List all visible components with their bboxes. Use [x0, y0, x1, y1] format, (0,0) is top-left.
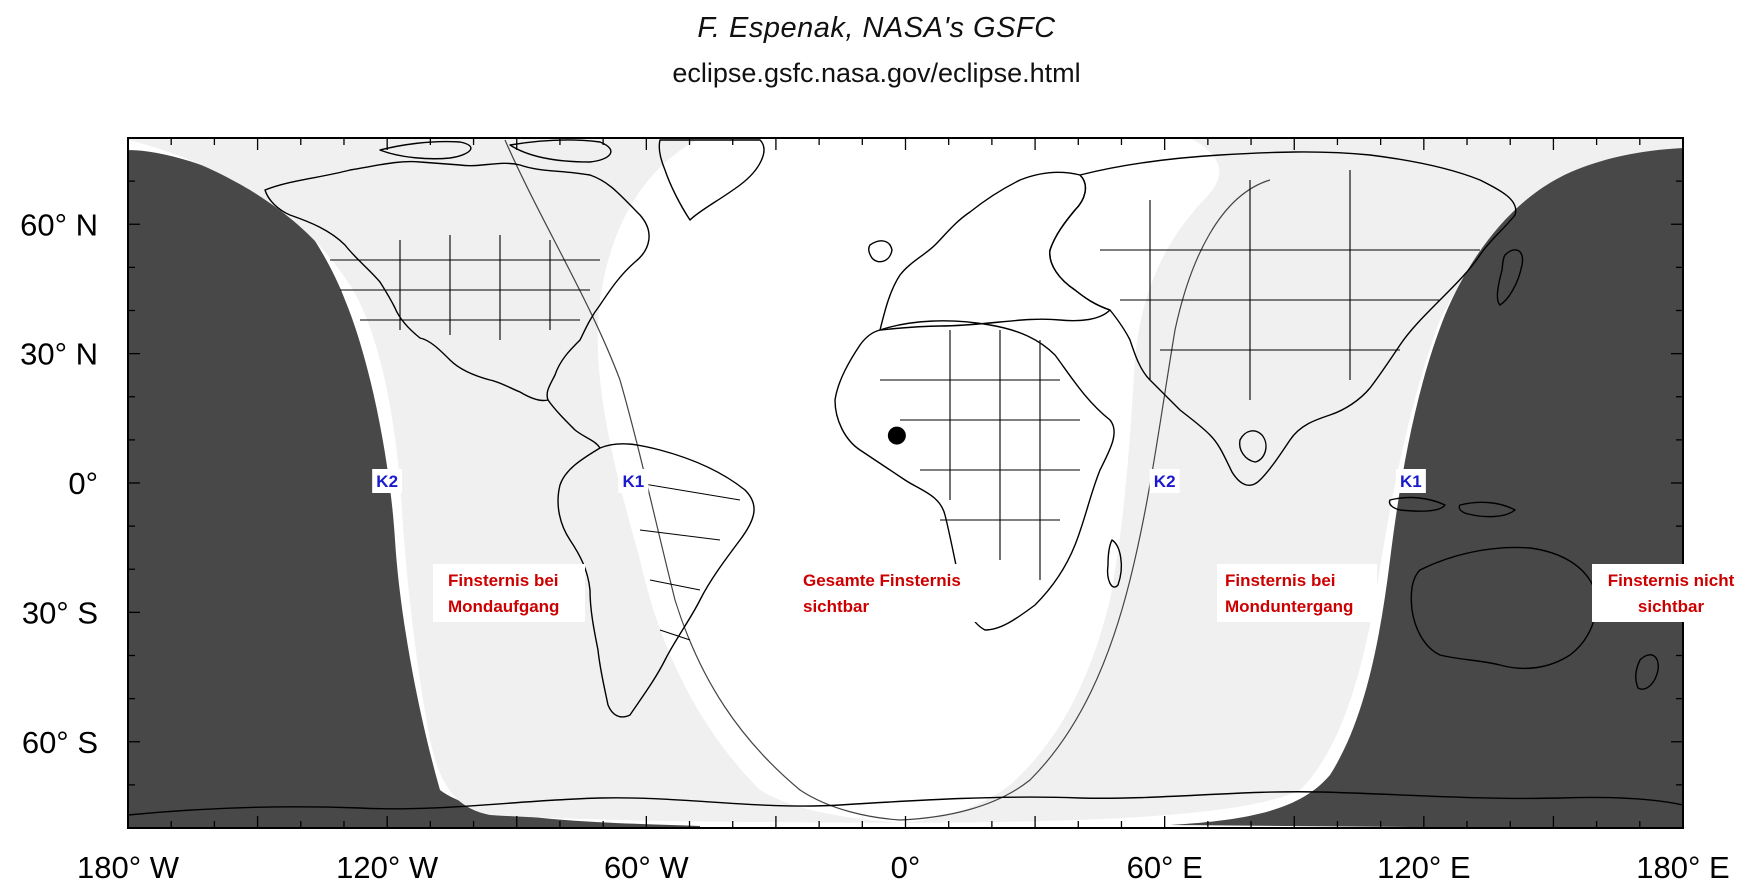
- contact-label-bg: [618, 469, 649, 493]
- latitude-label: 0°: [68, 466, 98, 501]
- longitude-labels: 180° W 120° W 60° W 0° 60° E 120° E 180° E: [77, 850, 1730, 885]
- zone-not-visible-west: [128, 138, 700, 828]
- contact-label-k2-west: K2: [376, 472, 398, 491]
- zone-partial-west: [128, 138, 900, 823]
- zone-not-visible-east: [1170, 148, 1683, 828]
- zone-label-set-line1: Finsternis bei: [1225, 571, 1336, 590]
- longitude-label: 120° E: [1377, 850, 1470, 885]
- zone-label-rise-line1: Finsternis bei: [448, 571, 559, 590]
- longitude-label: 180° W: [77, 850, 180, 885]
- longitude-label: 0°: [891, 850, 921, 885]
- zone-label-total-line2: sichtbar: [803, 597, 870, 616]
- contact-label-bg: [1395, 469, 1426, 493]
- contact-label-k2-east: K2: [1154, 472, 1176, 491]
- longitude-label: 60° E: [1127, 850, 1203, 885]
- contact-label-k1-west: K1: [623, 472, 645, 491]
- contact-label-k1-east: K1: [1400, 472, 1422, 491]
- credit-url: eclipse.gsfc.nasa.gov/eclipse.html: [672, 58, 1081, 88]
- country-borders: [330, 170, 1480, 641]
- latitude-label: 30° S: [22, 595, 98, 630]
- contact-label-bg: [372, 469, 403, 493]
- zone-label-none-line1: Finsternis nicht: [1608, 571, 1735, 590]
- sub-lunar-point-marker: [887, 426, 906, 445]
- latitude-label: 60° S: [22, 725, 98, 760]
- latitude-labels: 60° N 30° N 0° 30° S 60° S: [20, 207, 98, 760]
- zone-partial-east: [900, 138, 1683, 823]
- zone-label-total: Gesamte Finsternis sichtbar: [792, 564, 988, 622]
- credit-author: F. Espenak, NASA's GSFC: [697, 12, 1056, 44]
- zone-label-set: Finsternis bei Monduntergang: [1217, 564, 1377, 622]
- zone-label-rise-line2: Mondaufgang: [448, 597, 559, 616]
- contact-labels: K2 K1 K2 K1: [372, 469, 1426, 493]
- zone-label-total-line1: Gesamte Finsternis: [803, 571, 961, 590]
- zone-label-set-line2: Monduntergang: [1225, 597, 1353, 616]
- zone-label-none: Finsternis nicht sichtbar: [1592, 564, 1750, 622]
- latitude-label: 30° N: [20, 337, 98, 372]
- contact-label-bg: [1149, 469, 1180, 493]
- longitude-label: 60° W: [604, 850, 689, 885]
- longitude-label: 180° E: [1636, 850, 1729, 885]
- visibility-zones: [128, 138, 1683, 828]
- latitude-label: 60° N: [20, 207, 98, 242]
- coastlines: [128, 139, 1683, 816]
- zone-label-none-line2: sichtbar: [1638, 597, 1705, 616]
- longitude-label: 120° W: [336, 850, 439, 885]
- k2-curve-east: [899, 179, 1271, 821]
- zone-label-rise: Finsternis bei Mondaufgang: [433, 564, 585, 622]
- k1-curve-west: [504, 139, 901, 821]
